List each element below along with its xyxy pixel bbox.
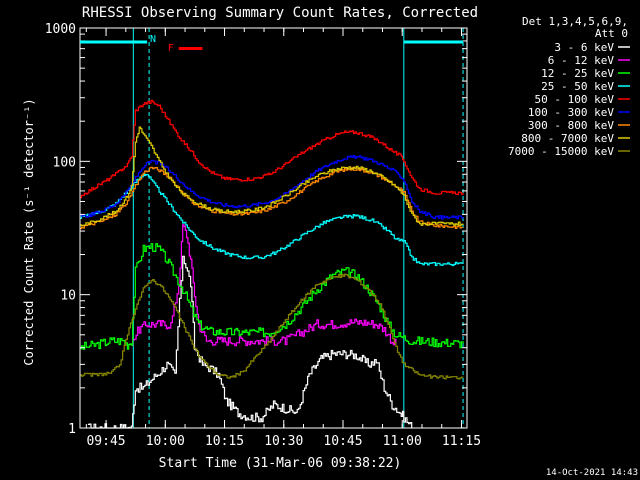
marker-label-0: N	[150, 34, 156, 45]
legend-label-7: 800 - 7000 keV	[521, 132, 614, 145]
night-bar-1	[403, 40, 464, 44]
plot-frame	[79, 27, 468, 429]
series-line-4	[80, 99, 464, 199]
legend-label-4: 50 - 100 keV	[535, 93, 615, 106]
night-bar-0	[80, 40, 148, 44]
chart-title: RHESSI Observing Summary Count Rates, Co…	[82, 5, 478, 21]
series-lines	[80, 99, 464, 429]
series-line-8	[80, 273, 464, 380]
series-line-7	[80, 126, 464, 227]
x-tick-label-6: 11:15	[442, 434, 481, 449]
marker-label-1: F	[168, 43, 174, 54]
y-tick-label-3: 1000	[45, 22, 76, 37]
legend-label-1: 6 - 12 keV	[548, 54, 615, 67]
x-axis-label: Start Time (31-Mar-06 09:38:22)	[159, 456, 402, 471]
legend-header-0: Det 1,3,4,5,6,9,	[522, 15, 628, 28]
x-tick-label-4: 10:45	[323, 434, 362, 449]
legend-label-6: 300 - 800 keV	[528, 119, 614, 132]
x-tick-label-5: 11:00	[383, 434, 422, 449]
x-tick-label-3: 10:30	[264, 434, 303, 449]
y-tick-label-1: 10	[60, 289, 76, 304]
plot-axes	[79, 27, 468, 429]
top-annotations: NF	[80, 34, 464, 54]
x-tick-label-0: 09:45	[86, 434, 125, 449]
x-tick-label-1: 10:00	[146, 434, 185, 449]
y-axis-label: Corrected Count Rate (s⁻¹ detector⁻¹)	[22, 98, 36, 365]
y-tick-label-0: 1	[68, 422, 76, 437]
legend-label-0: 3 - 6 keV	[554, 41, 614, 54]
x-axis-ticks: 09:45 10:00 10:15 10:30 10:45 11:00 11:15	[85, 28, 481, 449]
series-line-0	[87, 255, 413, 429]
legend-label-2: 12 - 25 keV	[541, 67, 614, 80]
flare-bar	[178, 47, 203, 50]
legend-label-8: 7000 - 15000 keV	[508, 145, 614, 158]
series-line-2	[80, 243, 464, 350]
legend-header-1: Att 0	[595, 27, 628, 40]
vertical-markers	[132, 28, 464, 428]
legend-label-5: 100 - 300 keV	[528, 106, 614, 119]
x-tick-label-2: 10:15	[205, 434, 244, 449]
y-axis-ticks: 1 10 100 1000	[45, 22, 467, 437]
footer-timestamp: 14-Oct-2021 14:43	[546, 468, 638, 478]
legend-label-3: 25 - 50 keV	[541, 80, 614, 93]
y-tick-label-2: 100	[53, 155, 76, 170]
